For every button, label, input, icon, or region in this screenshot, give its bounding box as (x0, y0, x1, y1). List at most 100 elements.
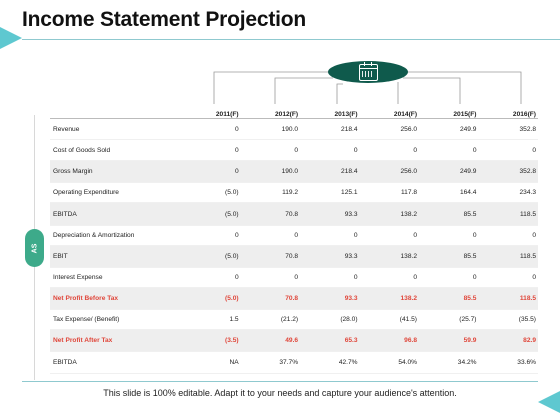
year-header: 2015(F) (419, 100, 479, 119)
value-cell: 93.3 (300, 245, 360, 268)
row-label: Gross Margin (50, 160, 182, 183)
value-cell: 118.5 (478, 245, 538, 268)
value-cell: 33.6% (478, 351, 538, 374)
value-cell: 42.7% (300, 351, 360, 374)
value-cell: NA (182, 351, 241, 374)
side-badge-label: AS (30, 243, 38, 253)
year-header: 2014(F) (359, 100, 420, 119)
page-title: Income Statement Projection (22, 8, 306, 31)
table-header-row: 2011(F) 2012(F) 2013(F) 2014(F) 2015(F) … (50, 100, 538, 119)
row-label: Revenue (50, 118, 182, 140)
side-badge: AS (25, 229, 44, 267)
value-cell: 0 (478, 225, 538, 246)
value-cell: 0 (419, 225, 479, 246)
value-cell: 0 (182, 139, 241, 161)
footer-divider (22, 381, 538, 382)
row-label: Interest Expense (50, 267, 182, 288)
row-label: Cost of Goods Sold (50, 139, 182, 161)
value-cell: 0 (300, 139, 360, 161)
footer-note: This slide is 100% editable. Adapt it to… (103, 388, 457, 398)
value-cell: 85.5 (419, 287, 479, 310)
value-cell: 249.9 (419, 118, 479, 140)
table-row: EBIT (5.0) 70.8 93.3 138.2 85.5 118.5 (50, 245, 538, 268)
value-cell: 70.8 (240, 202, 301, 226)
value-cell: 0 (300, 267, 360, 288)
value-cell: 352.8 (478, 118, 538, 140)
header-label-cell (50, 100, 182, 119)
value-cell: 70.8 (240, 287, 301, 310)
table-row: Depreciation & Amortization 0 0 0 0 0 0 (50, 225, 538, 246)
value-cell: 125.1 (300, 182, 360, 203)
corner-accent-bottom (538, 391, 560, 413)
table-body: Revenue 0 190.0 218.4 256.0 249.9 352.8 Cost of… (50, 118, 538, 374)
year-header: 2012(F) (240, 100, 301, 119)
value-cell: 119.2 (240, 182, 301, 203)
year-header: 2011(F) (182, 100, 241, 119)
table-row: Cost of Goods Sold 0 0 0 0 0 0 (50, 139, 538, 161)
value-cell: (5.0) (182, 245, 241, 268)
value-cell: 190.0 (240, 118, 301, 140)
row-label: EBITDA (50, 202, 182, 226)
table-row: Revenue 0 190.0 218.4 256.0 249.9 352.8 (50, 118, 538, 140)
value-cell: 59.9 (419, 329, 479, 352)
year-header: 2013(F) (300, 100, 360, 119)
value-cell: 138.2 (359, 202, 420, 226)
value-cell: 0 (182, 225, 241, 246)
table-row: Interest Expense 0 0 0 0 0 0 (50, 267, 538, 288)
table-row: Tax Expense/ (Benefit) 1.5 (21.2) (28.0) (41… (50, 309, 538, 330)
value-cell: 118.5 (478, 287, 538, 310)
connector-2013 (336, 83, 343, 104)
value-cell: 0 (359, 139, 420, 161)
value-cell: 0 (182, 160, 241, 183)
value-cell: 65.3 (300, 329, 360, 352)
value-cell: 82.9 (478, 329, 538, 352)
calendar-icon (359, 62, 378, 81)
row-label: Net Profit After Tax (50, 329, 182, 352)
value-cell: (28.0) (300, 309, 360, 330)
value-cell: 0 (478, 267, 538, 288)
value-cell: 37.7% (240, 351, 301, 374)
value-cell: 249.9 (419, 160, 479, 183)
value-cell: 85.5 (419, 245, 479, 268)
value-cell: 70.8 (240, 245, 301, 268)
table-row: Gross Margin 0 190.0 218.4 256.0 249.9 352.8 (50, 160, 538, 183)
value-cell: 0 (419, 139, 479, 161)
row-label: Operating Expenditure (50, 182, 182, 203)
value-cell: 218.4 (300, 118, 360, 140)
value-cell: (35.5) (478, 309, 538, 330)
value-cell: 93.3 (300, 202, 360, 226)
value-cell: 0 (240, 267, 301, 288)
value-cell: 0 (359, 225, 420, 246)
value-cell: (5.0) (182, 287, 241, 310)
row-label: Tax Expense/ (Benefit) (50, 309, 182, 330)
value-cell: 256.0 (359, 118, 420, 140)
value-cell: (5.0) (182, 182, 241, 203)
connector-2015 (403, 77, 461, 104)
row-label: Net Profit Before Tax (50, 287, 182, 310)
value-cell: 0 (240, 225, 301, 246)
value-cell: 190.0 (240, 160, 301, 183)
value-cell: 93.3 (300, 287, 360, 310)
value-cell: (25.7) (419, 309, 479, 330)
value-cell: 138.2 (359, 245, 420, 268)
table-row: EBITDA (5.0) 70.8 93.3 138.2 85.5 118.5 (50, 202, 538, 226)
table-row: EBITDA NA 37.7% 42.7% 54.0% 34.2% 33.6% (50, 351, 538, 374)
value-cell: 96.8 (359, 329, 420, 352)
title-divider (22, 39, 560, 40)
year-header: 2016(F) (478, 100, 538, 119)
value-cell: 0 (182, 118, 241, 140)
row-label: EBIT (50, 245, 182, 268)
value-cell: 0 (419, 267, 479, 288)
table-row: Net Profit Before Tax (5.0) 70.8 93.3 138.2 8… (50, 287, 538, 310)
value-cell: 54.0% (359, 351, 420, 374)
row-label: EBITDA (50, 351, 182, 374)
value-cell: 0 (300, 225, 360, 246)
value-cell: 138.2 (359, 287, 420, 310)
value-cell: 49.6 (240, 329, 301, 352)
value-cell: 34.2% (419, 351, 479, 374)
value-cell: 218.4 (300, 160, 360, 183)
income-table: 2011(F) 2012(F) 2013(F) 2014(F) 2015(F) … (50, 100, 538, 374)
value-cell: 0 (359, 267, 420, 288)
value-cell: 1.5 (182, 309, 241, 330)
